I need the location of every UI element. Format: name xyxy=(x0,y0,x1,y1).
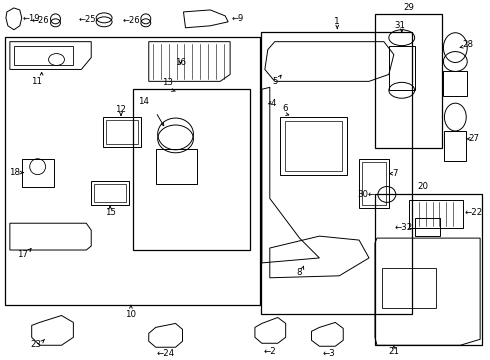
Bar xyxy=(375,14,442,148)
Text: 15: 15 xyxy=(104,208,116,217)
Text: 5: 5 xyxy=(272,77,278,86)
Text: ←24: ←24 xyxy=(156,349,175,358)
Bar xyxy=(133,89,250,250)
Text: 20: 20 xyxy=(417,183,428,192)
Text: ←19: ←19 xyxy=(23,14,40,23)
Bar xyxy=(375,194,482,345)
Text: 14: 14 xyxy=(138,97,149,106)
Text: 1: 1 xyxy=(334,17,340,26)
Bar xyxy=(382,268,437,307)
Text: 8: 8 xyxy=(297,268,302,277)
Text: 12: 12 xyxy=(116,105,126,114)
Text: 13: 13 xyxy=(162,78,173,87)
Text: ←32: ←32 xyxy=(394,223,413,232)
Bar xyxy=(103,117,141,147)
Text: 30←: 30← xyxy=(358,190,376,199)
Text: ←25: ←25 xyxy=(79,15,96,24)
Bar xyxy=(443,71,467,96)
Text: ←2: ←2 xyxy=(264,347,276,356)
Bar xyxy=(444,131,466,161)
Bar xyxy=(409,201,463,228)
Text: ←26: ←26 xyxy=(32,16,49,25)
Bar xyxy=(359,159,389,208)
Bar xyxy=(261,32,412,314)
Text: 23: 23 xyxy=(30,340,42,349)
Text: 11: 11 xyxy=(31,77,42,86)
Text: ←3: ←3 xyxy=(323,349,336,358)
Text: 29: 29 xyxy=(403,3,414,12)
Bar xyxy=(362,162,386,205)
Bar xyxy=(22,159,53,186)
Text: 10: 10 xyxy=(125,310,136,319)
Bar xyxy=(280,117,347,175)
Bar xyxy=(415,218,441,236)
Text: 18: 18 xyxy=(9,168,20,177)
Bar xyxy=(389,46,415,90)
Bar xyxy=(156,149,197,184)
Text: ←22: ←22 xyxy=(464,208,483,217)
Text: 7: 7 xyxy=(392,169,397,178)
Text: 31: 31 xyxy=(394,21,405,30)
Text: 21: 21 xyxy=(388,347,399,356)
Text: ←9: ←9 xyxy=(232,14,245,23)
Text: 28: 28 xyxy=(462,40,473,49)
Bar xyxy=(91,181,129,205)
Text: ←26: ←26 xyxy=(122,16,140,25)
Bar xyxy=(285,121,342,171)
Bar xyxy=(14,46,74,66)
Text: 4: 4 xyxy=(271,99,276,108)
Text: 6: 6 xyxy=(282,104,288,113)
Bar xyxy=(94,184,126,202)
Bar xyxy=(5,37,260,305)
Text: 16: 16 xyxy=(175,58,186,67)
Text: 27: 27 xyxy=(468,134,479,143)
Text: 17: 17 xyxy=(17,250,28,259)
Bar xyxy=(106,120,138,144)
